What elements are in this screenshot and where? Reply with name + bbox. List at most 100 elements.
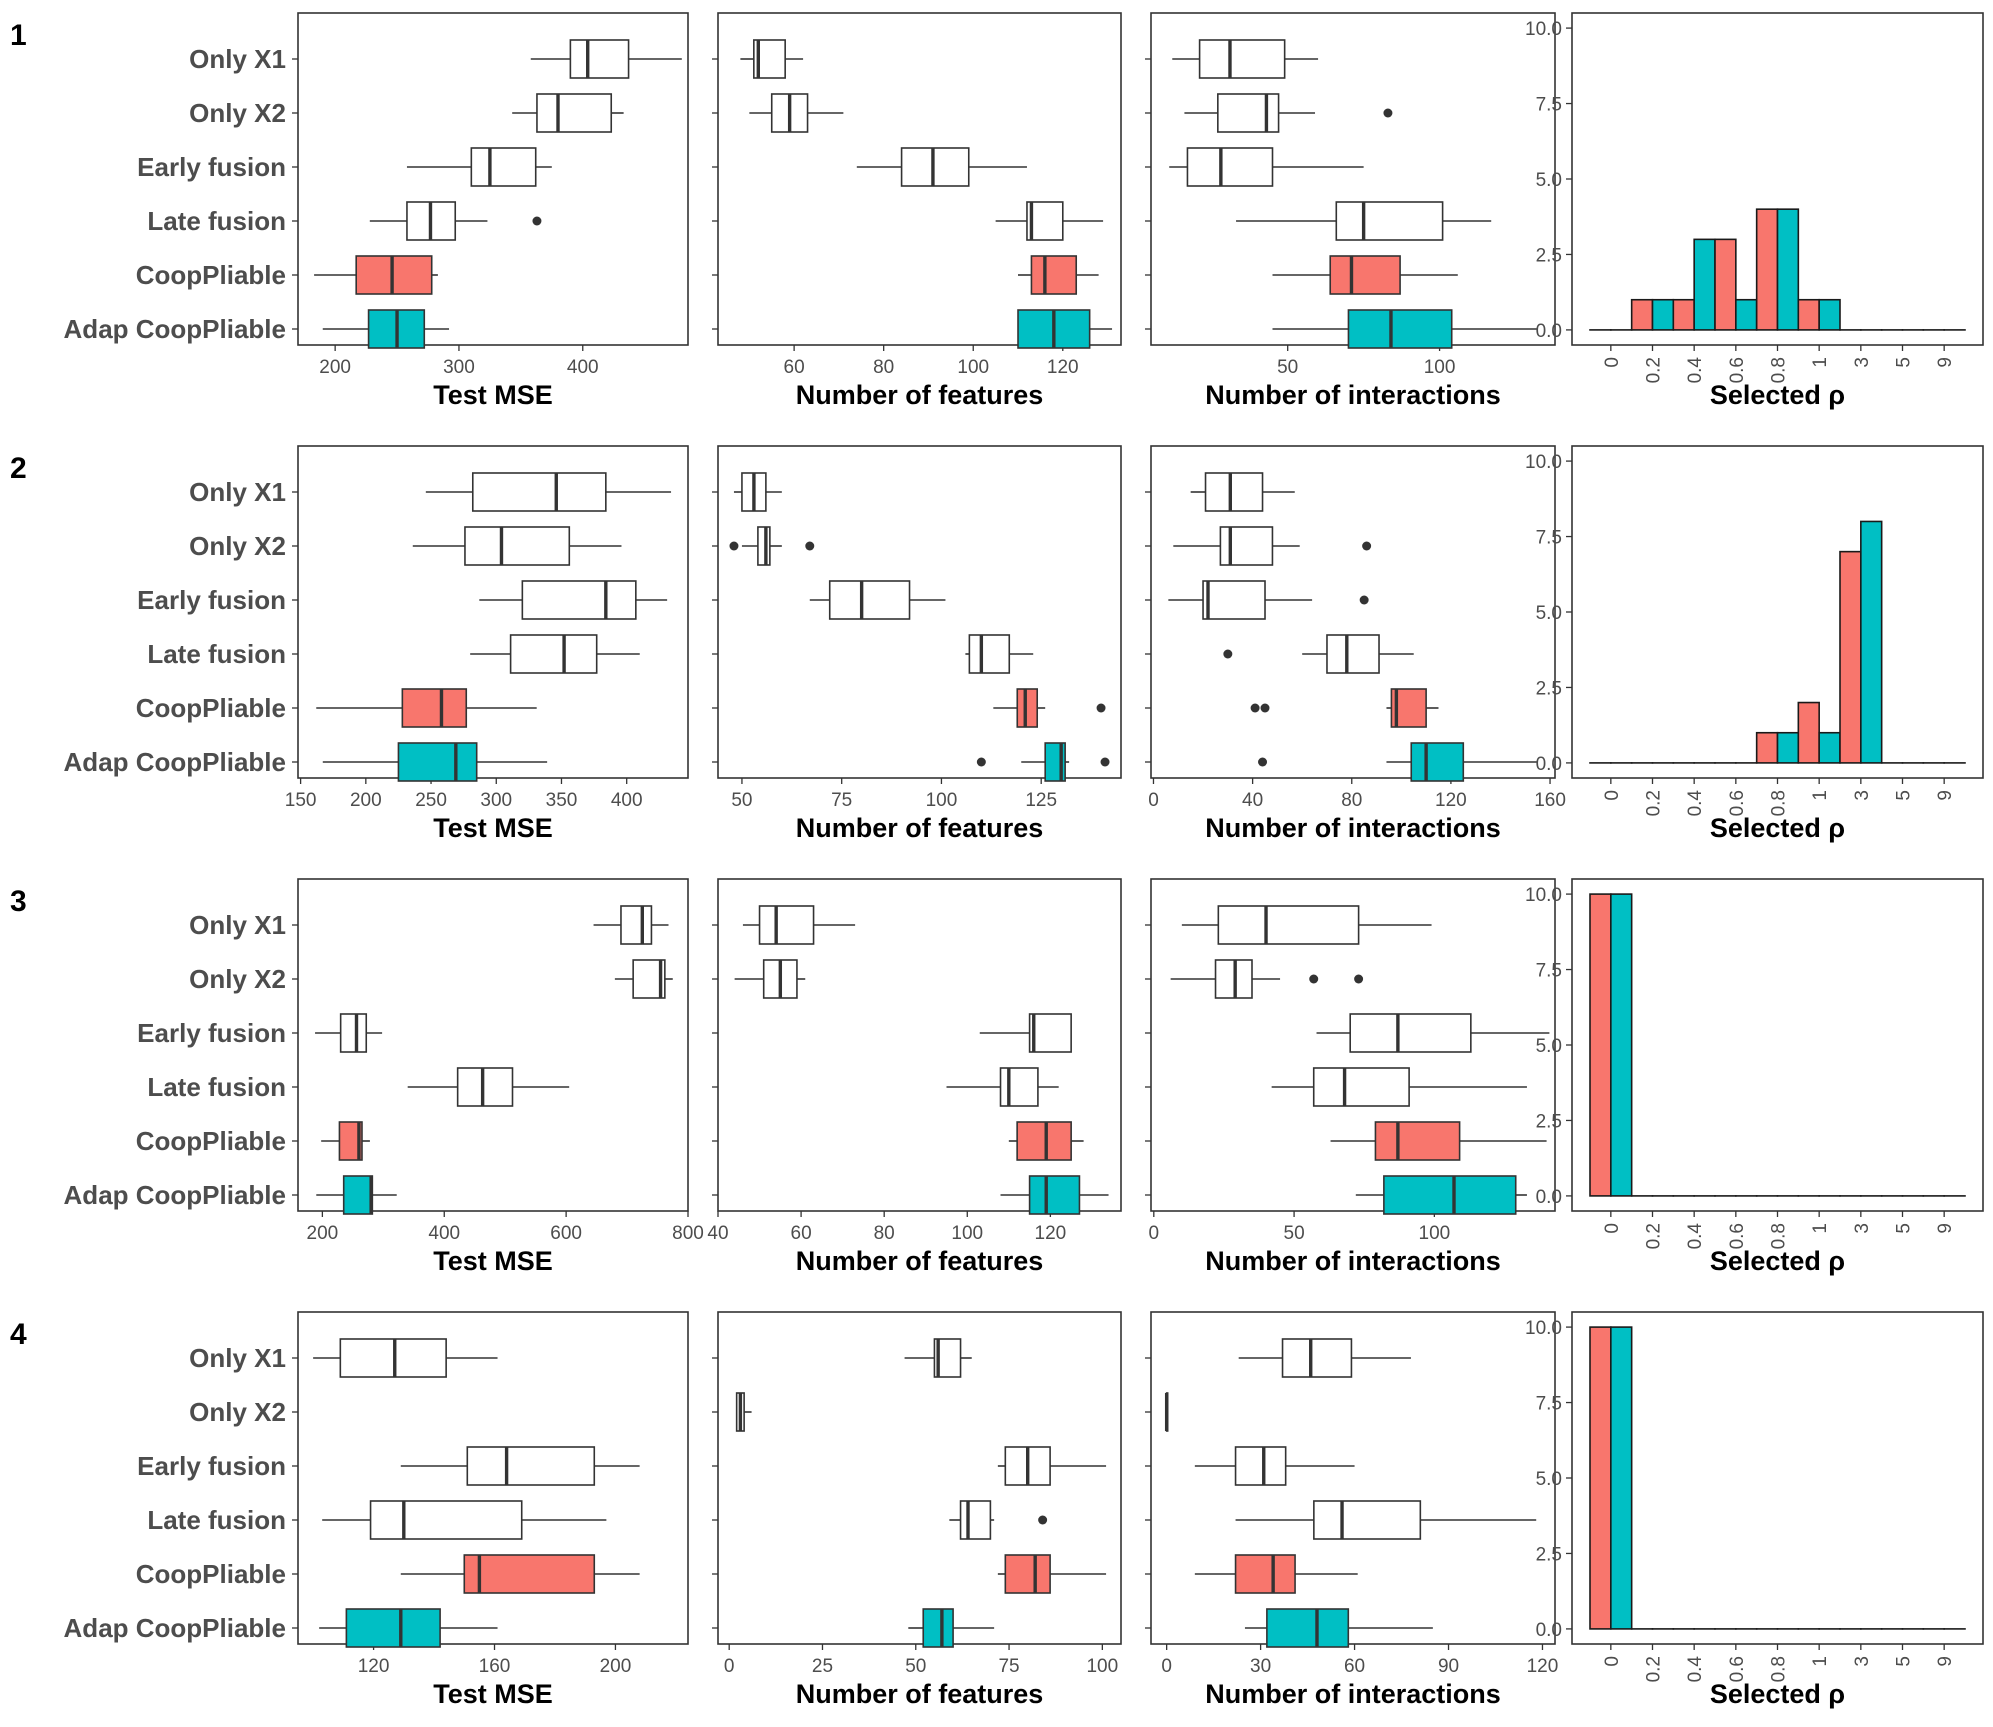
x-tick-label: 120 [1435,790,1467,811]
category-label: CoopPliable [136,1559,286,1589]
iqr-box [471,472,607,512]
y-tick-label: 5.0 [1536,1036,1562,1057]
y-tick-label: 7.5 [1536,95,1562,116]
rho-tick-label: 0.6 [1727,357,1748,383]
box-early-fusion [479,580,668,620]
box-only-x2 [1184,93,1393,133]
box-late-fusion [470,634,640,674]
box-late-fusion [1236,201,1492,241]
category-label: Early fusion [137,585,286,615]
boxplot-panel-2: 0 25 50 75 100 Number of features [712,1311,1122,1709]
rho-tick-label: 0.6 [1727,790,1748,816]
category-label: Adap CoopPliable [64,1180,286,1210]
category-label: CoopPliable [136,1126,286,1156]
row-4: 4 Only X1 Only X2 Early fusion Late fusion Co… [10,1311,1984,1709]
rho-bar-panel: 0.0 2.5 5.0 7.5 10.0 0 0.2 0.4 0.6 0.8 1 3 5 9 Selecte… [1525,1311,1984,1709]
x-tick-label: 40 [707,1223,728,1244]
bar-coop [1630,298,1654,331]
rho-tick-label: 0 [1602,357,1623,368]
rho-bar-panel: 0.0 2.5 5.0 7.5 10.0 0 0.2 0.4 0.6 0.8 1 3 5 9 Selecte… [1525,878,1984,1276]
rho-tick-label: 9 [1935,1656,1956,1667]
box-adap-cooppliable [319,1608,498,1648]
y-tick-label: 5.0 [1536,1469,1562,1490]
x-tick-label: 0 [724,1656,735,1677]
box-late-fusion [1271,1067,1527,1107]
category-label: Only X2 [189,1397,286,1427]
x-tick-label: 300 [443,357,475,378]
box-only-x1 [904,1338,972,1378]
iqr-box [1349,1013,1472,1053]
iqr-box [1313,1500,1422,1540]
x-tick-label: 75 [998,1656,1019,1677]
y-tick-label: 7.5 [1536,1394,1562,1415]
box-adap-cooppliable [322,309,450,349]
category-label: Only X1 [189,910,286,940]
rho-tick-label: 0.8 [1769,1656,1790,1682]
x-axis-title: Selected ρ [1710,380,1845,410]
category-label: Late fusion [147,639,286,669]
boxplot-panel-3: 0 40 80 120 160 Number of interactions [1145,445,1566,843]
box-cooppliable [1018,255,1099,295]
box-only-x1 [742,905,856,945]
bar-adap [1818,298,1841,331]
category-label: Early fusion [137,152,286,182]
bar-coop [1797,298,1820,331]
panel-frame [1571,445,1984,779]
box-adap-cooppliable [1017,309,1113,349]
outlier-point [1223,649,1233,659]
panel-frame [1150,1311,1556,1645]
rho-tick-label: 0.4 [1685,1656,1706,1683]
y-tick-label: 0.0 [1536,754,1562,775]
rho-tick-label: 0.2 [1644,1223,1665,1249]
box-late-fusion [322,1500,607,1540]
iqr-box [1028,1175,1081,1215]
iqr-box [1312,1067,1410,1107]
outlier-point [1354,974,1364,984]
bar-coop [1589,893,1612,1197]
row-3: 3 Only X1 Only X2 Early fusion Late fusion Co… [10,878,1984,1276]
row-number-label: 3 [10,885,27,918]
box-only-x2 [729,526,815,566]
x-tick-label: 80 [1341,790,1362,811]
iqr-box [1217,93,1280,133]
rho-tick-label: 0.8 [1769,790,1790,816]
iqr-box [1374,1121,1461,1161]
iqr-box [1028,1013,1072,1053]
rho-tick-label: 0.2 [1644,790,1665,816]
rho-tick-label: 3 [1852,1223,1873,1234]
box-only-x1 [1190,472,1295,512]
box-cooppliable [1330,1121,1547,1161]
x-tick-label: 400 [611,790,643,811]
y-tick-label: 5.0 [1536,603,1562,624]
bar-adap [1818,731,1841,764]
bar-adap [1860,520,1883,764]
row-number-label: 4 [10,1318,27,1351]
iqr-box [355,255,433,295]
y-tick-label: 10.0 [1525,452,1562,473]
x-tick-label: 100 [1419,1223,1451,1244]
category-label: CoopPliable [136,260,286,290]
rho-tick-label: 0.6 [1727,1656,1748,1682]
y-tick-label: 0.0 [1536,321,1562,342]
rho-tick-label: 0 [1602,1223,1623,1234]
iqr-box [999,1067,1039,1107]
x-axis-title: Number of features [796,813,1044,843]
bar-adap [1651,298,1675,331]
category-label: CoopPliable [136,693,286,723]
iqr-box [401,688,468,728]
outlier-point [976,757,986,767]
x-axis-title: Test MSE [433,380,553,410]
box-only-x1 [593,905,669,945]
box-adap-cooppliable [1355,1175,1527,1215]
category-label: Only X1 [189,477,286,507]
box-only-x1 [1238,1338,1411,1378]
box-only-x1 [313,1338,498,1378]
iqr-box [342,1175,374,1215]
iqr-box [1217,905,1360,945]
iqr-box [1016,1121,1072,1161]
panel-frame [717,1311,1122,1645]
box-only-x2 [1170,959,1364,999]
